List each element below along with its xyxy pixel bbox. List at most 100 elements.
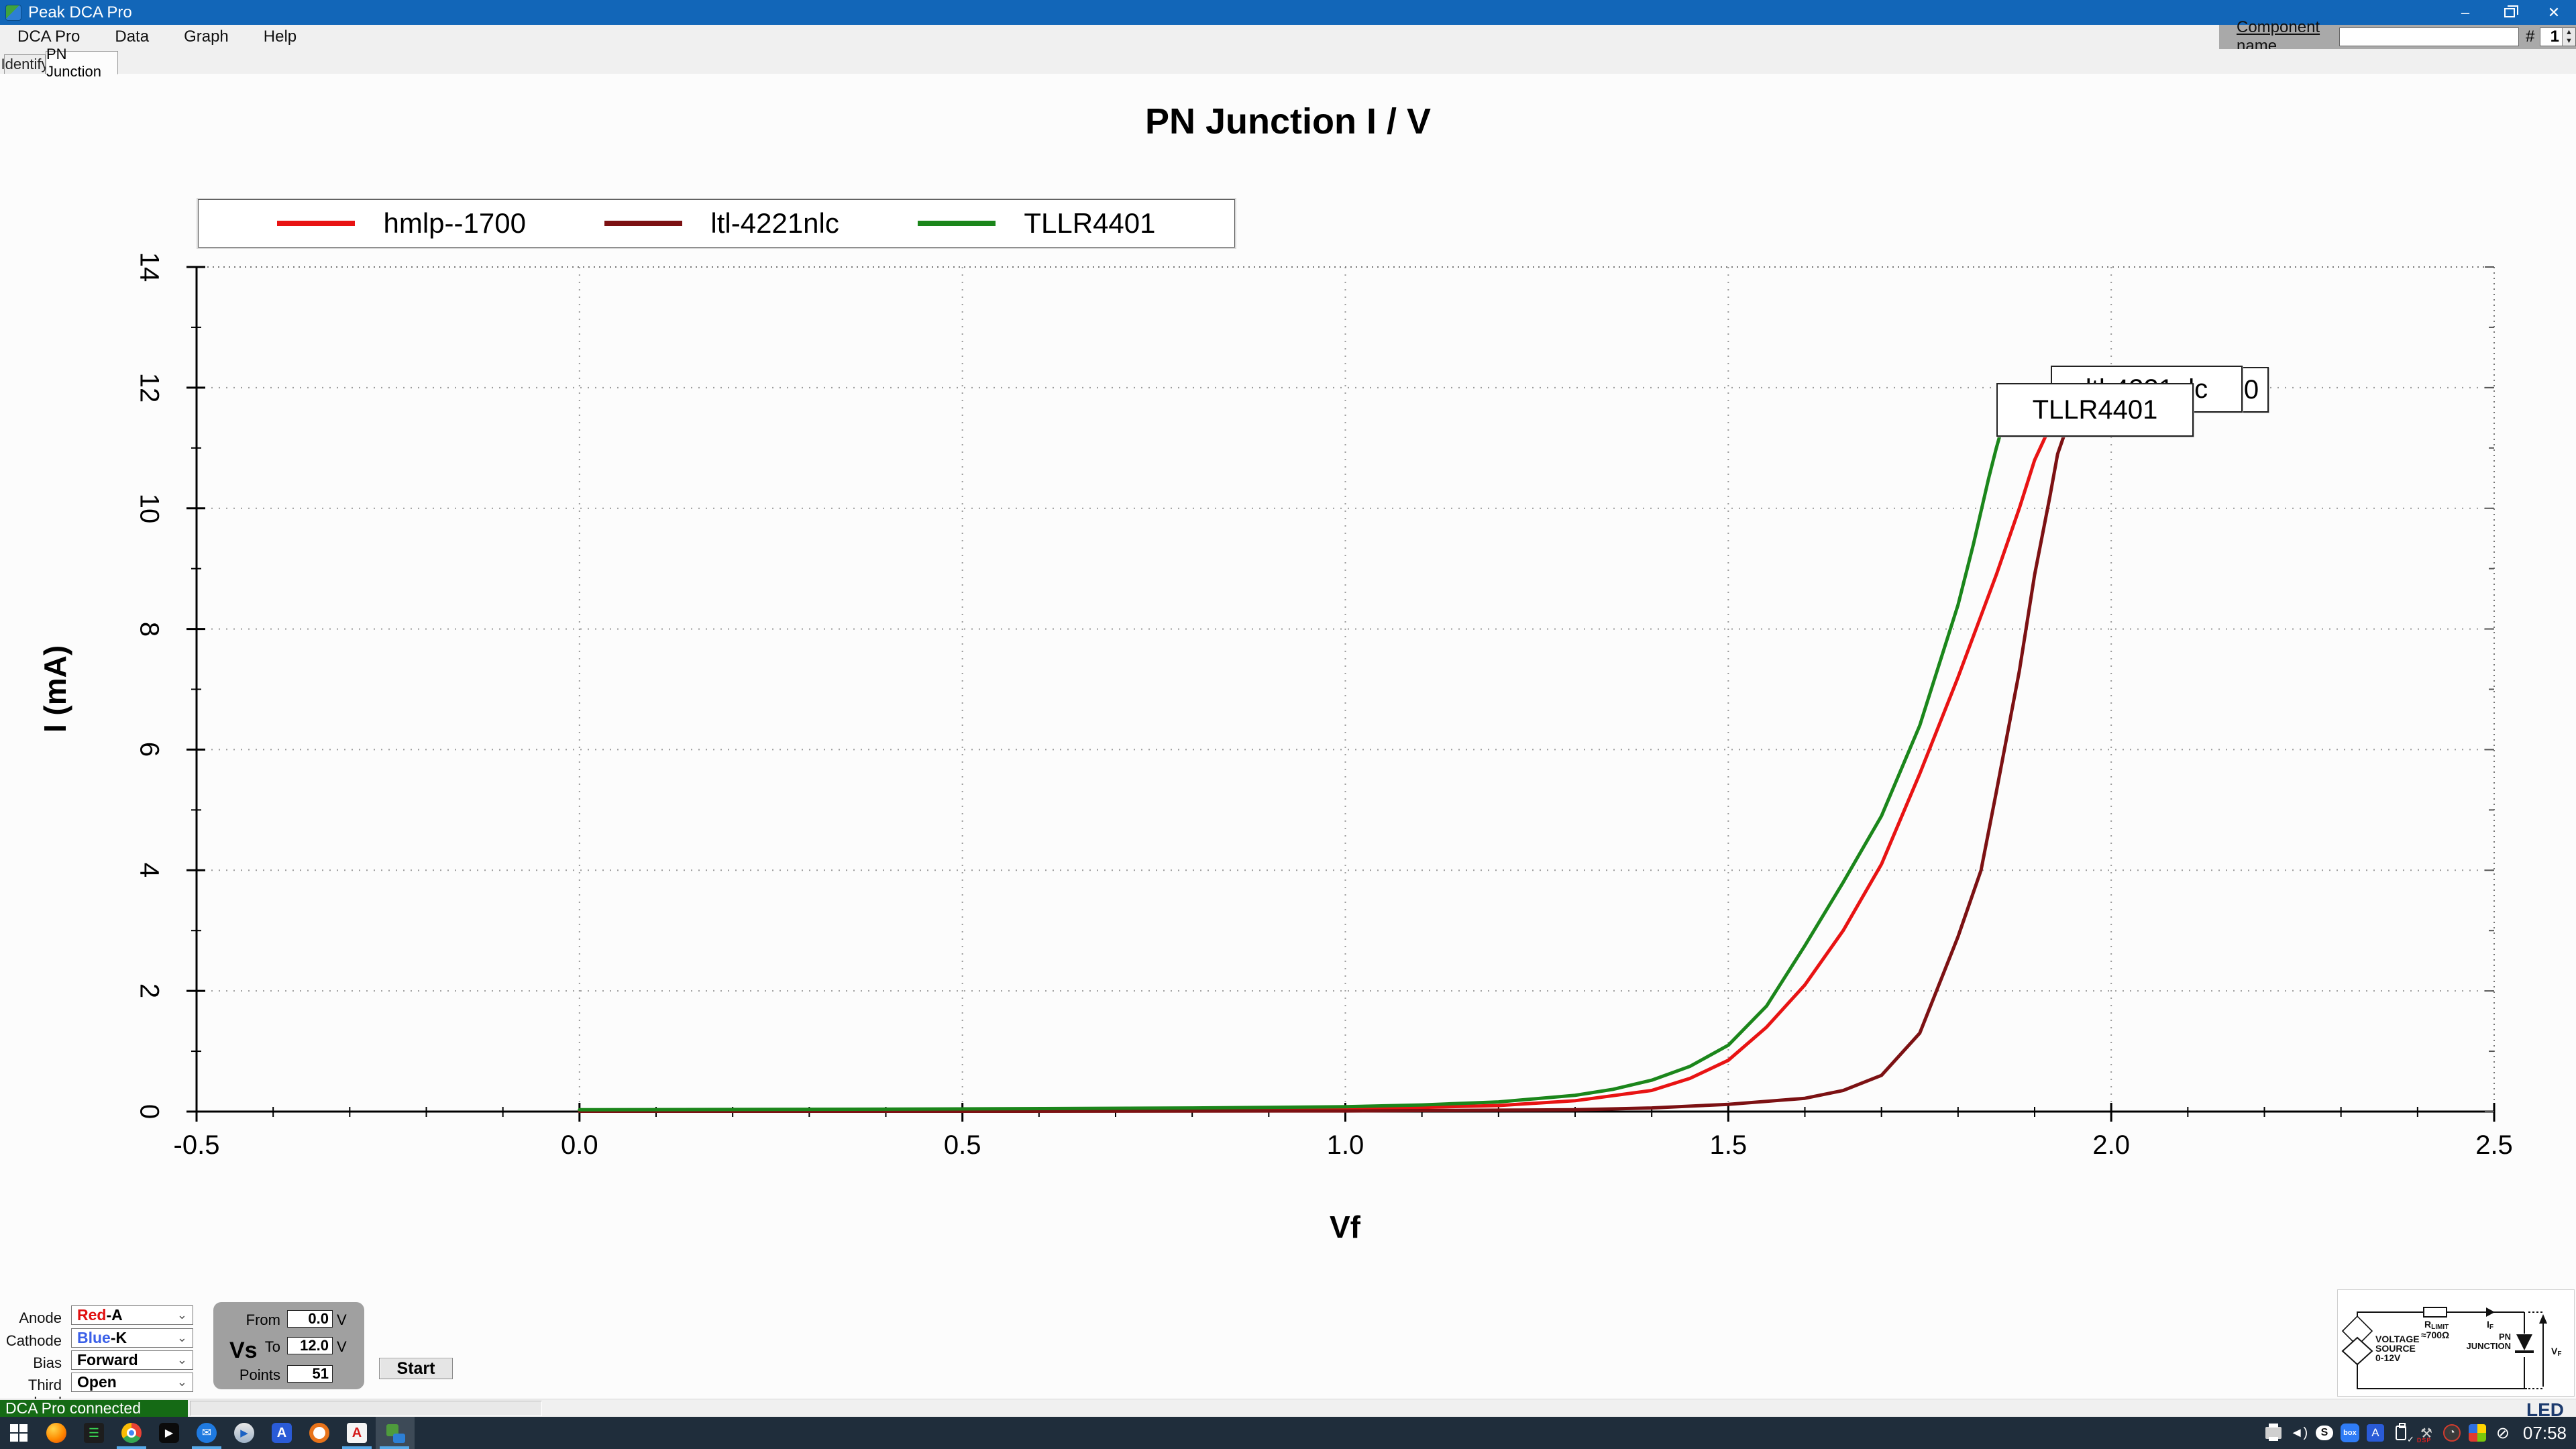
gauge-icon[interactable]: ◔ xyxy=(2443,1424,2461,1442)
x-tick-label: 1.0 xyxy=(1326,1130,1364,1160)
avg-icon[interactable] xyxy=(2468,1424,2487,1442)
taskbar-player2-icon[interactable]: ▶ xyxy=(225,1417,263,1449)
taskbar-peak-dca-icon[interactable] xyxy=(376,1417,415,1449)
vs-label: Vs xyxy=(229,1338,258,1363)
taskbar-acrobat-icon[interactable]: A xyxy=(338,1417,376,1449)
y-tick-label: 6 xyxy=(134,742,164,757)
menu-graph[interactable]: Graph xyxy=(184,28,229,46)
anode-label: Anode xyxy=(19,1309,62,1326)
component-number-hash: # xyxy=(2525,28,2535,46)
bias-select[interactable]: Forward ⌄ xyxy=(71,1350,193,1370)
dsp-hammer-icon[interactable]: ⚒ DSP xyxy=(2416,1426,2432,1444)
y-tick-label: 0 xyxy=(134,1104,164,1120)
svg-text:IF: IF xyxy=(2487,1319,2493,1331)
bias-label: Bias xyxy=(33,1354,62,1371)
to-field[interactable]: 12.0 xyxy=(287,1337,333,1354)
taskbar-media-player-icon[interactable]: ▶ xyxy=(150,1417,188,1449)
chrome-icon xyxy=(121,1423,142,1443)
chevron-down-icon: ⌄ xyxy=(176,1353,187,1366)
printer-icon[interactable] xyxy=(2264,1424,2283,1442)
curve-annotation-TLLR4401[interactable]: TLLR4401 xyxy=(1996,383,2194,437)
window-title: Peak DCA Pro xyxy=(28,3,132,21)
maximize-button[interactable] xyxy=(2487,0,2532,25)
x-tick-label: 0.0 xyxy=(561,1130,598,1160)
diode-icon xyxy=(2516,1334,2532,1350)
x-tick-label: 2.5 xyxy=(2475,1130,2513,1160)
spinner-up-icon[interactable]: ▲ xyxy=(2565,28,2573,36)
legend-label: ltl-4221nlc xyxy=(710,207,839,239)
y-tick-label: 4 xyxy=(134,863,164,878)
box-edit-icon[interactable]: box xyxy=(2340,1424,2359,1442)
firefox-icon xyxy=(46,1423,66,1443)
from-unit: V xyxy=(337,1311,347,1328)
start-button[interactable]: Start xyxy=(379,1358,453,1379)
taskbar-clock: 07:58 xyxy=(2522,1422,2567,1443)
svg-text:VOLTAGE: VOLTAGE xyxy=(2375,1334,2420,1344)
tab-strip: Identify PN Junction xyxy=(0,46,2576,80)
vf-arrow-icon xyxy=(2539,1314,2547,1324)
minimize-button[interactable]: – xyxy=(2461,3,2470,21)
app-icon xyxy=(5,4,21,21)
svg-text:JUNCTION: JUNCTION xyxy=(2467,1341,2511,1351)
menu-bar: DCA Pro Data Graph Help xyxy=(0,25,2576,49)
acronis-tray-icon[interactable]: A xyxy=(2366,1424,2385,1442)
taskbar: ☰ ▶ ✉ ▶ A A ◄) S box A ✓ ⚒ DSP ◔ ⊘ 07:58 xyxy=(0,1417,2576,1449)
y-tick-label: 10 xyxy=(134,493,164,523)
y-tick-label: 8 xyxy=(134,621,164,637)
menu-data[interactable]: Data xyxy=(115,28,150,46)
menu-dca-pro[interactable]: DCA Pro xyxy=(17,28,80,46)
current-arrow-icon xyxy=(2486,1307,2495,1317)
close-button[interactable]: ✕ xyxy=(2547,3,2561,21)
component-number-spinner[interactable]: 1 ▲ ▼ xyxy=(2540,28,2576,46)
to-unit: V xyxy=(337,1338,347,1355)
tab-pn-junction[interactable]: PN Junction xyxy=(46,46,118,80)
cathode-label: Cathode xyxy=(5,1332,62,1349)
menu-help[interactable]: Help xyxy=(263,28,297,46)
to-label: To xyxy=(264,1338,280,1355)
x-axis-label: Vf xyxy=(1330,1210,1360,1244)
anode-select[interactable]: Red-A ⌄ xyxy=(71,1305,193,1325)
taskbar-orange-app-icon[interactable] xyxy=(301,1417,338,1449)
connection-status-badge: DCA Pro connected xyxy=(0,1400,188,1417)
player-icon: ▶ xyxy=(234,1423,254,1443)
orange-app-icon xyxy=(309,1423,329,1443)
svg-text:RLIMIT: RLIMIT xyxy=(2424,1319,2449,1331)
y-axis-label: I (mA) xyxy=(38,645,72,733)
thunderbird-icon: ✉ xyxy=(197,1423,217,1443)
volume-icon[interactable]: ◄) xyxy=(2290,1425,2308,1440)
curve-ltl-4221nlc xyxy=(578,413,2075,1114)
start-button-windows[interactable] xyxy=(0,1417,38,1449)
usb-icon[interactable]: ✓ xyxy=(2392,1423,2414,1444)
pn-junction-page: PN Junction I / V hmlp--1700 ltl-4221nlc… xyxy=(0,74,2576,1411)
maximize-icon xyxy=(2504,5,2518,17)
chevron-down-icon: ⌄ xyxy=(176,1375,187,1389)
legend-item: TLLR4401 xyxy=(918,207,1156,239)
tab-identify[interactable]: Identify xyxy=(1,54,49,74)
component-number-value: 1 xyxy=(2550,28,2559,46)
chevron-down-icon: ⌄ xyxy=(176,1308,187,1322)
taskbar-acronis-icon[interactable]: A xyxy=(263,1417,301,1449)
from-label: From xyxy=(246,1311,280,1328)
cathode-select[interactable]: Blue-K ⌄ xyxy=(71,1328,193,1348)
acrobat-icon: A xyxy=(347,1423,367,1443)
network-globe-icon[interactable]: ⊘ xyxy=(2496,1424,2510,1442)
x-tick-label: 1.5 xyxy=(1709,1130,1748,1160)
from-field[interactable]: 0.0 xyxy=(287,1310,333,1328)
taskbar-firefox-icon[interactable] xyxy=(38,1417,75,1449)
svg-text:PN: PN xyxy=(2499,1332,2511,1342)
svg-text:0-12V: 0-12V xyxy=(2375,1352,2401,1363)
x-tick-label: 2.0 xyxy=(2092,1130,2130,1160)
component-name-input[interactable] xyxy=(2339,28,2519,46)
s-cloud-icon[interactable]: S xyxy=(2315,1424,2334,1442)
taskbar-thunderbird-icon[interactable]: ✉ xyxy=(188,1417,225,1449)
points-field[interactable]: 51 xyxy=(287,1365,333,1383)
taskbar-chrome-icon[interactable] xyxy=(113,1417,150,1449)
legend-line-sample xyxy=(918,221,996,226)
legend-item: hmlp--1700 xyxy=(277,207,526,239)
taskbar-dsp-app-icon[interactable]: ☰ xyxy=(75,1417,113,1449)
circuit-panel: VOLTAGE SOURCE 0-12V RLIMIT ≈700Ω IF PN … xyxy=(2337,1289,2575,1397)
spinner-down-icon[interactable]: ▼ xyxy=(2565,37,2573,45)
third-lead-select[interactable]: Open ⌄ xyxy=(71,1373,193,1392)
svg-text:≈700Ω: ≈700Ω xyxy=(2421,1330,2449,1340)
legend-label: TLLR4401 xyxy=(1024,207,1156,239)
